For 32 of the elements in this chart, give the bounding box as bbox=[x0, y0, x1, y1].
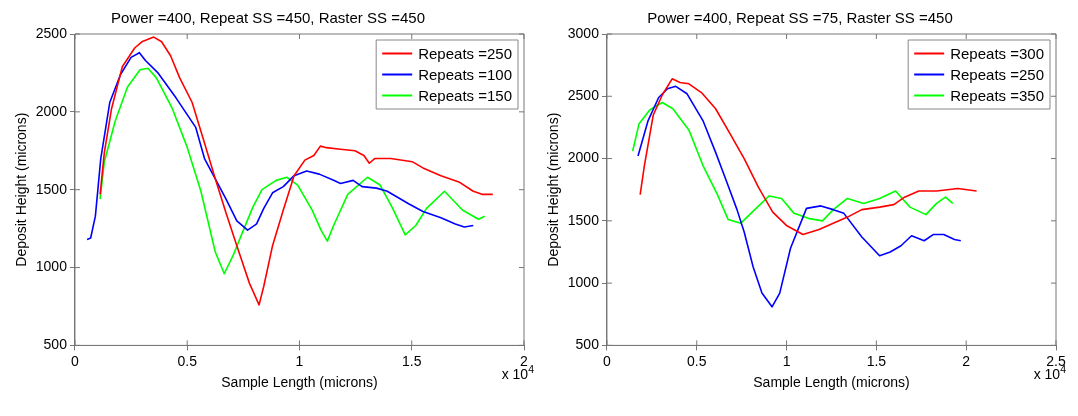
y-tick-label: 500 bbox=[575, 336, 600, 353]
y-tick-label: 1000 bbox=[35, 258, 68, 275]
y-tick-label: 2000 bbox=[567, 149, 600, 166]
chart-title: Power =400, Repeat SS =450, Raster SS =450 bbox=[111, 9, 425, 27]
chart-title: Power =400, Repeat SS =75, Raster SS =450 bbox=[647, 9, 953, 27]
x-tick-label: 0.5 bbox=[177, 352, 198, 369]
legend-label: Repeats =150 bbox=[418, 86, 512, 104]
y-axis-title: Deposit Height (microns) bbox=[545, 112, 562, 267]
x-tick-label: 0 bbox=[603, 352, 612, 369]
y-tick-label: 500 bbox=[43, 336, 68, 353]
x-axis-title: Sample Length (microns) bbox=[221, 374, 378, 391]
y-tick-label: 2500 bbox=[35, 24, 68, 41]
x-tick-label: 1.5 bbox=[866, 352, 887, 369]
legend-label: Repeats =250 bbox=[418, 44, 512, 62]
y-tick-label: 2500 bbox=[567, 87, 600, 104]
x-tick-label: 1 bbox=[782, 352, 791, 369]
legend-label: Repeats =100 bbox=[418, 65, 512, 83]
x-axis-title: Sample Length (microns) bbox=[753, 374, 910, 391]
x-tick-label: 0 bbox=[71, 352, 80, 369]
y-tick-label: 1500 bbox=[35, 180, 68, 197]
legend-label: Repeats =300 bbox=[950, 44, 1044, 62]
x-tick-label: 2 bbox=[962, 352, 971, 369]
legend-label: Repeats =250 bbox=[950, 65, 1044, 83]
y-tick-label: 1500 bbox=[567, 211, 600, 228]
x-tick-label: 1.5 bbox=[402, 352, 422, 369]
y-axis-title: Deposit Height (microns) bbox=[13, 112, 30, 267]
y-tick-label: 3000 bbox=[567, 24, 600, 41]
y-tick-label: 1000 bbox=[567, 273, 600, 290]
x-tick-label: 0.5 bbox=[687, 352, 707, 369]
x-tick-label: 1 bbox=[295, 352, 304, 369]
y-tick-label: 2000 bbox=[35, 102, 68, 119]
legend-label: Repeats =350 bbox=[950, 86, 1044, 104]
